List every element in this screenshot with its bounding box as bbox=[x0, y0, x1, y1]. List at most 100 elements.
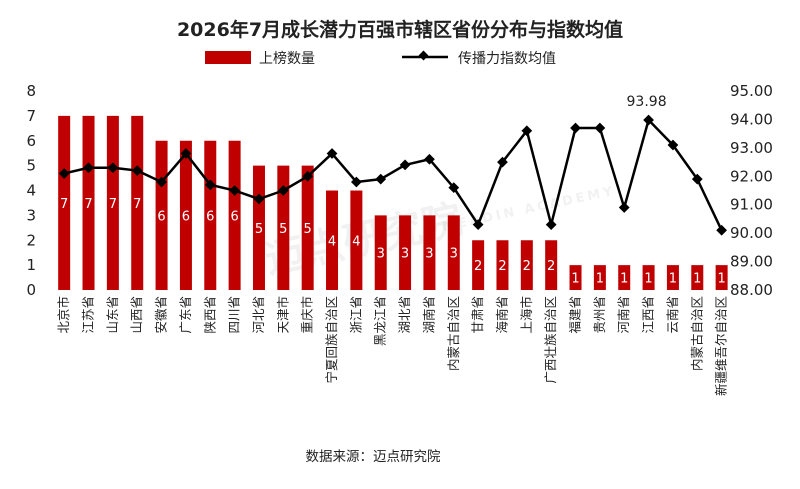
bar bbox=[82, 115, 95, 290]
bar bbox=[715, 265, 728, 290]
line-marker bbox=[253, 193, 265, 205]
line-marker bbox=[497, 156, 508, 168]
category-label: 贵州省 bbox=[592, 296, 607, 334]
chart-title: 2026年7月成长潜力百强市辖区省份分布与指数均值 bbox=[177, 18, 623, 41]
line-marker bbox=[180, 148, 192, 159]
bar-value-label: 6 bbox=[230, 209, 238, 224]
legend-bar-swatch bbox=[205, 51, 251, 64]
line-path bbox=[63, 118, 723, 231]
line-marker bbox=[58, 168, 70, 179]
line-marker bbox=[229, 185, 240, 196]
bar-value-label: 2 bbox=[474, 259, 482, 274]
category-label: 重庆市 bbox=[300, 296, 315, 334]
bar bbox=[569, 265, 582, 290]
category-label: 广西壮族自治区 bbox=[543, 296, 558, 384]
left-tick-label: 3 bbox=[26, 206, 36, 224]
category-label: 河南省 bbox=[616, 296, 631, 334]
bar bbox=[593, 265, 606, 290]
right-tick-label: 95.00 bbox=[730, 82, 773, 100]
line-marker bbox=[618, 202, 630, 213]
bar bbox=[691, 265, 704, 290]
left-tick-label: 1 bbox=[26, 256, 36, 274]
category-label: 江苏省 bbox=[81, 296, 96, 334]
category-label: 福建省 bbox=[568, 296, 583, 334]
left-tick-label: 7 bbox=[26, 107, 36, 125]
category-label: 四川省 bbox=[227, 296, 242, 334]
bar bbox=[472, 240, 485, 290]
category-label: 湖北省 bbox=[397, 296, 412, 334]
bar bbox=[374, 215, 387, 290]
bar bbox=[301, 165, 314, 290]
bar-value-label: 4 bbox=[352, 234, 360, 249]
bar-value-label: 1 bbox=[620, 272, 628, 287]
bar-value-label: 1 bbox=[669, 272, 677, 287]
line-marker bbox=[204, 179, 216, 191]
bar-value-label: 6 bbox=[206, 209, 214, 224]
legend-line-label: 传播力指数均值 bbox=[458, 51, 556, 67]
bar-value-label: 5 bbox=[279, 222, 287, 237]
bar bbox=[545, 240, 558, 290]
left-axis: 0 1 2 3 4 5 6 7 8 bbox=[26, 82, 36, 299]
line-marker bbox=[448, 182, 460, 194]
category-label: 安徽省 bbox=[154, 296, 169, 334]
bar-value-label: 2 bbox=[498, 259, 506, 274]
category-label: 江西省 bbox=[641, 296, 656, 334]
bar bbox=[520, 240, 533, 290]
bar bbox=[277, 165, 290, 290]
line-marker bbox=[326, 148, 338, 159]
right-tick-label: 91.00 bbox=[730, 196, 773, 214]
bar-value-label: 7 bbox=[60, 197, 68, 212]
line-series bbox=[58, 114, 727, 236]
line-marker bbox=[570, 122, 581, 134]
line-marker bbox=[667, 139, 679, 151]
bar-value-label: 7 bbox=[133, 197, 141, 212]
category-label: 新疆维吾尔自治区 bbox=[714, 296, 729, 396]
right-tick-label: 94.00 bbox=[730, 110, 773, 128]
bar-value-label: 1 bbox=[596, 272, 604, 287]
line-marker bbox=[424, 153, 435, 165]
line-marker bbox=[691, 173, 703, 185]
bar-value-label: 3 bbox=[401, 247, 409, 262]
line-marker bbox=[545, 219, 557, 230]
left-tick-label: 4 bbox=[26, 182, 36, 200]
bar bbox=[326, 190, 339, 290]
category-label: 浙江省 bbox=[348, 296, 363, 334]
bar-value-label: 2 bbox=[523, 259, 531, 274]
left-tick-label: 8 bbox=[26, 82, 36, 100]
category-label: 上海市 bbox=[519, 296, 534, 334]
bar bbox=[106, 115, 119, 290]
bar-value-label: 6 bbox=[182, 209, 190, 224]
bar-value-label: 3 bbox=[450, 247, 458, 262]
bar-value-label: 1 bbox=[644, 272, 652, 287]
bar bbox=[496, 240, 509, 290]
legend-line-marker bbox=[418, 50, 429, 61]
right-tick-label: 92.00 bbox=[730, 167, 773, 185]
category-label: 云南省 bbox=[665, 296, 680, 334]
line-marker bbox=[521, 125, 533, 137]
bar-value-label: 1 bbox=[717, 272, 725, 287]
bar-value-label: 5 bbox=[304, 222, 312, 237]
bar-value-label: 5 bbox=[255, 222, 263, 237]
category-label: 天津市 bbox=[275, 296, 290, 334]
legend-bar-label: 上榜数量 bbox=[259, 50, 315, 67]
bar-series: 7 7 7 7 6 6 6 6 5 5 5 4 4 3 3 3 3 2 2 2 2 1 1 1 1 1 1 1 bbox=[58, 115, 728, 290]
bar bbox=[666, 265, 679, 290]
bar-value-label: 7 bbox=[109, 197, 117, 212]
bar bbox=[642, 265, 655, 290]
bar bbox=[447, 215, 460, 290]
category-label: 黑龙江省 bbox=[373, 296, 388, 346]
category-label: 湖南省 bbox=[421, 296, 436, 334]
bar bbox=[228, 140, 241, 290]
bar-value-label: 1 bbox=[693, 272, 701, 287]
max-annotation: 93.98 bbox=[627, 94, 667, 110]
right-tick-label: 90.00 bbox=[730, 224, 773, 242]
category-label: 北京市 bbox=[56, 296, 71, 334]
category-label: 甘肃省 bbox=[470, 296, 485, 334]
category-label: 山西省 bbox=[129, 296, 144, 334]
category-label: 宁夏回族自治区 bbox=[324, 296, 339, 384]
category-label: 陕西省 bbox=[202, 296, 217, 334]
line-marker bbox=[399, 159, 411, 171]
line-marker bbox=[277, 185, 289, 196]
category-label: 内蒙古自治区 bbox=[446, 296, 461, 371]
